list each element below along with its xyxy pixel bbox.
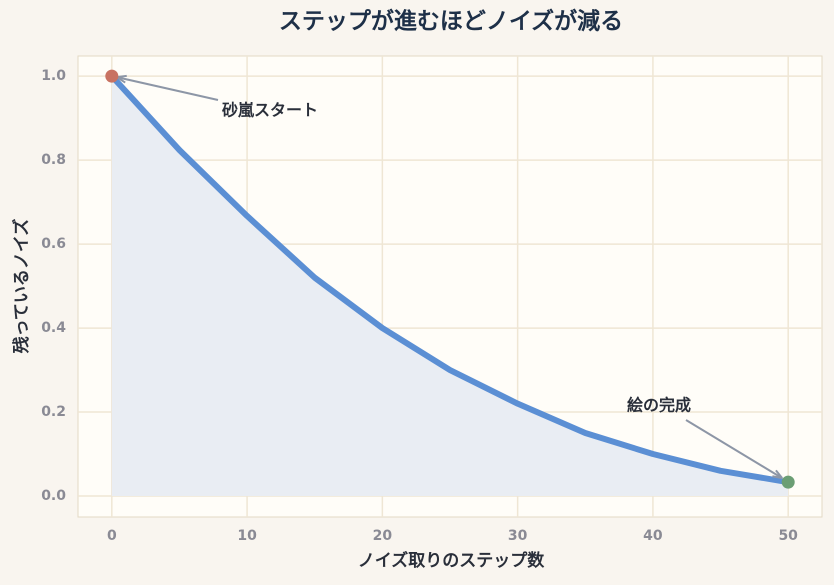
y-tick-label: 0.4 bbox=[41, 320, 66, 336]
end-marker bbox=[781, 475, 795, 489]
annotation-arrow bbox=[116, 76, 219, 101]
y-tick-label: 0.6 bbox=[41, 236, 66, 252]
chart-title: ステップが進むほどノイズが減る bbox=[279, 8, 623, 35]
line bbox=[108, 73, 792, 486]
y-axis-label: 残っているノイズ bbox=[11, 219, 32, 354]
arrow-head bbox=[772, 469, 783, 480]
x-axis-label: ノイズ取りのステップ数 bbox=[358, 550, 545, 571]
arrow-head bbox=[116, 74, 127, 84]
x-tick-label: 40 bbox=[643, 528, 663, 544]
y-tick-label: 0.8 bbox=[41, 152, 66, 168]
annotation-arrow bbox=[685, 419, 783, 480]
x-tick-label: 20 bbox=[373, 528, 393, 544]
x-tick-label: 50 bbox=[778, 528, 798, 544]
annotation: 絵の完成 bbox=[627, 396, 691, 415]
y-tick-label: 0.2 bbox=[41, 404, 66, 420]
x-tick-label: 0 bbox=[107, 528, 117, 544]
y-tick-label: 0.0 bbox=[41, 488, 66, 504]
y-tick-label: 1.0 bbox=[41, 68, 66, 84]
area bbox=[111, 76, 789, 497]
start-marker bbox=[105, 69, 119, 83]
annotation: 砂嵐スタート bbox=[222, 101, 318, 120]
x-tick-label: 30 bbox=[508, 528, 528, 544]
x-tick-label: 10 bbox=[237, 528, 257, 544]
